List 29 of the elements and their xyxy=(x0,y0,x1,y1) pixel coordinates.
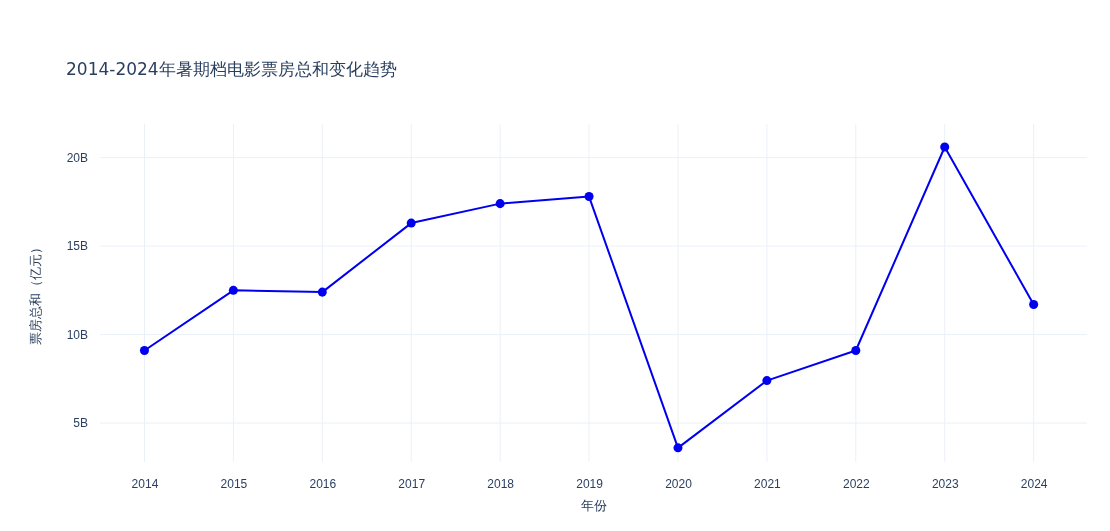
point xyxy=(584,192,594,202)
x-tick-label: 2014 xyxy=(131,476,159,491)
x-tick-label: 2024 xyxy=(1020,476,1048,491)
point xyxy=(317,287,327,297)
x-tick-label: 2021 xyxy=(754,476,782,491)
point xyxy=(228,285,238,295)
y-tick-label: 10B xyxy=(66,327,88,342)
x-tick-label: 2022 xyxy=(842,476,870,491)
x-tick-label: 2020 xyxy=(665,476,693,491)
x-tick-label: 2015 xyxy=(220,476,248,491)
point xyxy=(406,218,416,228)
x-axis-title: 年份 xyxy=(580,498,607,513)
point xyxy=(495,199,505,209)
y-axis-title: 票房总和（亿元） xyxy=(28,241,43,345)
x-tick-label: 2019 xyxy=(576,476,604,491)
point xyxy=(673,443,683,453)
x-tick-label: 2023 xyxy=(931,476,959,491)
point xyxy=(139,346,149,356)
point xyxy=(851,346,861,356)
point xyxy=(762,376,772,386)
chart-title: 2014-2024年暑期档电影票房总和变化趋势 xyxy=(66,59,397,79)
y-tick-label: 15B xyxy=(66,239,88,254)
x-tick-label: 2016 xyxy=(309,476,337,491)
y-tick-label: 5B xyxy=(73,416,88,431)
point xyxy=(1029,300,1039,310)
x-tick-label: 2018 xyxy=(487,476,515,491)
y-tick-label: 20B xyxy=(66,150,88,165)
x-tick-label: 2017 xyxy=(398,476,426,491)
point xyxy=(940,142,950,152)
